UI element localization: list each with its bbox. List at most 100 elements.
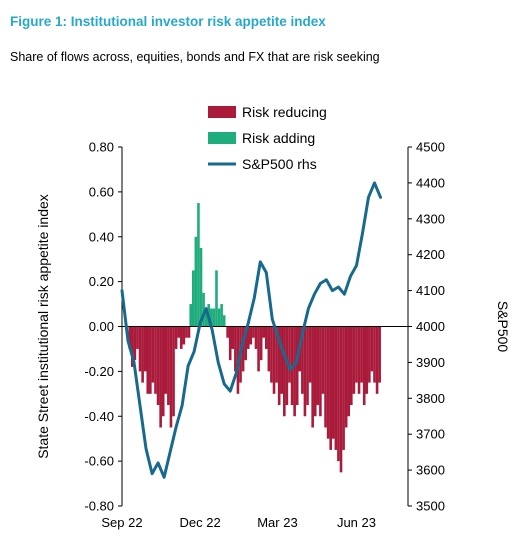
right-tick-label: 3800 xyxy=(416,391,445,406)
right-tick-label: 4000 xyxy=(416,319,445,334)
sp500-line xyxy=(120,181,382,479)
x-tick-label: Jun 23 xyxy=(337,515,376,530)
bar-risk-reducing xyxy=(283,326,286,417)
left-tick-label: -0.20 xyxy=(84,364,114,379)
bar-risk-reducing xyxy=(267,326,271,372)
bar-risk-reducing xyxy=(241,326,245,372)
right-axis-title: S&P500 xyxy=(495,301,511,353)
bar-risk-reducing xyxy=(252,326,255,338)
bar-risk-reducing xyxy=(342,326,345,450)
bar-risk-reducing xyxy=(270,326,273,383)
right-tick-label: 3700 xyxy=(416,427,445,442)
bar-risk-reducing xyxy=(329,326,333,450)
bar-risk-reducing xyxy=(334,326,338,450)
bar-risk-reducing xyxy=(285,326,289,406)
bar-risk-adding xyxy=(197,203,200,327)
x-tick-label: Sep 22 xyxy=(101,515,142,530)
bar-risk-reducing xyxy=(185,326,188,338)
axes-layer xyxy=(118,146,412,507)
right-tick-label: 4300 xyxy=(416,211,445,226)
bar-risk-reducing xyxy=(339,326,343,473)
bar-risk-reducing xyxy=(172,326,175,417)
bar-risk-reducing xyxy=(174,326,178,349)
bar-risk-reducing xyxy=(226,326,229,338)
bar-risk-reducing xyxy=(365,326,369,394)
bar-risk-adding xyxy=(199,247,203,327)
left-tick-label: 0.60 xyxy=(89,184,114,199)
bar-risk-reducing xyxy=(350,326,353,406)
bar-risk-reducing xyxy=(154,326,157,394)
bar-risk-reducing xyxy=(231,326,235,349)
legend-label: S&P500 rhs xyxy=(242,156,317,172)
bar-risk-reducing xyxy=(182,326,186,345)
bar-risk-reducing xyxy=(257,326,260,372)
left-tick-label: -0.60 xyxy=(84,454,114,469)
bar-risk-reducing xyxy=(347,326,351,417)
bar-risk-adding xyxy=(222,315,226,327)
right-tick-label: 3600 xyxy=(416,463,445,478)
bar-risk-adding xyxy=(189,304,193,327)
right-tick-label: 3900 xyxy=(416,355,445,370)
left-tick-label: 0.40 xyxy=(89,229,114,244)
bar-risk-reducing xyxy=(167,326,170,406)
bar-risk-adding xyxy=(212,308,216,327)
right-tick-label: 4400 xyxy=(416,175,445,190)
bar-risk-adding xyxy=(191,270,195,327)
bar-risk-reducing xyxy=(249,326,253,345)
bar-risk-reducing xyxy=(331,326,335,439)
legend-label: Risk reducing xyxy=(242,104,327,120)
bar-risk-reducing xyxy=(133,326,137,361)
bar-risk-reducing xyxy=(146,326,150,394)
bar-risk-reducing xyxy=(149,326,152,394)
bar-risk-reducing xyxy=(177,326,180,338)
bar-risk-reducing xyxy=(143,326,147,372)
bar-risk-reducing xyxy=(337,326,340,462)
bar-risk-reducing xyxy=(254,326,258,349)
bar-risk-reducing xyxy=(156,326,160,406)
bar-risk-reducing xyxy=(131,326,134,367)
bar-risk-adding xyxy=(215,270,218,327)
bar-risk-reducing xyxy=(316,326,320,406)
right-tick-label: 4200 xyxy=(416,247,445,262)
bar-risk-reducing xyxy=(352,326,356,394)
bar-risk-adding xyxy=(217,308,221,327)
bar-risk-reducing xyxy=(164,326,168,394)
right-tick-label: 4500 xyxy=(416,140,445,155)
bar-risk-reducing xyxy=(308,326,312,383)
bar-risk-reducing xyxy=(313,326,317,417)
bar-risk-reducing xyxy=(161,326,165,417)
right-tick-label: 4100 xyxy=(416,283,445,298)
bar-risk-reducing xyxy=(179,326,183,349)
bar-risk-reducing xyxy=(159,326,162,428)
left-tick-label: -0.40 xyxy=(84,409,114,424)
bar-risk-reducing xyxy=(370,326,374,372)
bar-risk-reducing xyxy=(246,326,250,349)
bar-risk-reducing xyxy=(375,326,379,394)
left-tick-label: 0.80 xyxy=(89,140,114,155)
bar-risk-reducing xyxy=(311,326,314,428)
legend-swatch-risk-reducing xyxy=(208,106,236,118)
bar-risk-reducing xyxy=(319,326,322,417)
bar-risk-reducing xyxy=(151,326,155,383)
bar-risk-reducing xyxy=(306,326,309,406)
bar-risk-reducing xyxy=(295,326,299,406)
bar-risk-reducing xyxy=(169,326,173,428)
bar-risk-adding xyxy=(210,308,213,327)
bar-risk-reducing xyxy=(128,326,132,349)
legend-swatch-risk-adding xyxy=(208,132,236,144)
bar-risk-reducing xyxy=(259,326,263,361)
bar-risk-reducing xyxy=(288,326,291,383)
left-tick-label: 0.00 xyxy=(89,319,114,334)
bar-risk-reducing xyxy=(324,326,327,428)
bar-risk-reducing xyxy=(262,326,266,338)
bar-risk-reducing xyxy=(293,326,296,417)
figure-subtitle: Share of flows across, equities, bonds a… xyxy=(10,50,380,64)
bar-risk-reducing xyxy=(362,326,366,406)
bar-risk-adding xyxy=(220,304,223,327)
right-tick-label: 3500 xyxy=(416,499,445,514)
bar-risk-reducing xyxy=(368,326,371,383)
bar-risk-adding xyxy=(204,308,208,327)
bar-risk-reducing xyxy=(141,326,144,383)
bar-risk-reducing xyxy=(321,326,325,394)
